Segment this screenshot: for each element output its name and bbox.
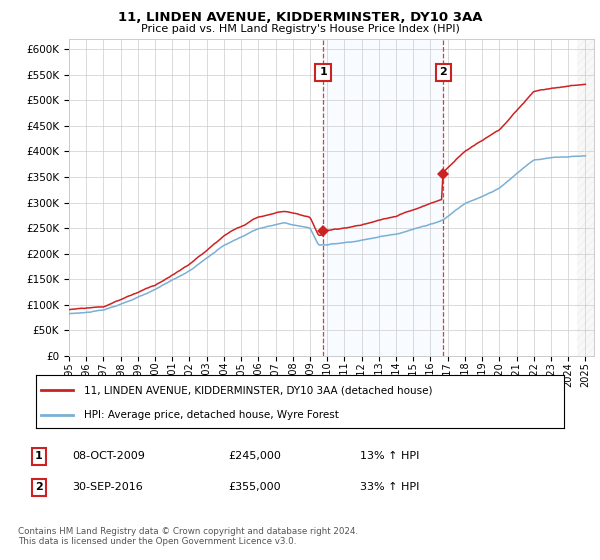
11, LINDEN AVENUE, KIDDERMINSTER, DY10 3AA (detached house) <box>128 291 136 298</box>
Bar <box>577 39 594 356</box>
11, LINDEN AVENUE, KIDDERMINSTER, DY10 3AA (detached house) <box>65 306 73 313</box>
Line: 11, LINDEN AVENUE, KIDDERMINSTER, DY10 3AA (detached house): 11, LINDEN AVENUE, KIDDERMINSTER, DY10 3… <box>69 85 586 310</box>
Text: 2: 2 <box>35 482 43 492</box>
11, LINDEN AVENUE, KIDDERMINSTER, DY10 3AA (detached house) <box>245 219 253 226</box>
Text: 1: 1 <box>35 451 43 461</box>
HPI: Average price, detached house, Wyre Forest: (2e+03, 2.15e+05): Average price, detached house, Wyre Fore… <box>220 243 227 250</box>
Text: 2: 2 <box>440 67 447 77</box>
Text: £245,000: £245,000 <box>228 451 281 461</box>
HPI: Average price, detached house, Wyre Forest: (2.02e+03, 3.89e+05): Average price, detached house, Wyre Fore… <box>553 154 560 161</box>
Text: Contains HM Land Registry data © Crown copyright and database right 2024.
This d: Contains HM Land Registry data © Crown c… <box>18 526 358 546</box>
Text: 30-SEP-2016: 30-SEP-2016 <box>72 482 143 492</box>
Text: £355,000: £355,000 <box>228 482 281 492</box>
HPI: Average price, detached house, Wyre Forest: (2e+03, 2.31e+05): Average price, detached house, Wyre Fore… <box>236 234 244 241</box>
HPI: Average price, detached house, Wyre Forest: (2e+03, 1.09e+05): Average price, detached house, Wyre Fore… <box>128 296 136 303</box>
Text: Price paid vs. HM Land Registry's House Price Index (HPI): Price paid vs. HM Land Registry's House … <box>140 24 460 34</box>
HPI: Average price, detached house, Wyre Forest: (2.01e+03, 2.55e+05): Average price, detached house, Wyre Fore… <box>291 222 298 228</box>
Text: 08-OCT-2009: 08-OCT-2009 <box>72 451 145 461</box>
Text: 1: 1 <box>319 67 327 77</box>
11, LINDEN AVENUE, KIDDERMINSTER, DY10 3AA (detached house) <box>291 210 298 217</box>
HPI: Average price, detached house, Wyre Forest: (2e+03, 8.2e+04): Average price, detached house, Wyre Fore… <box>65 310 73 317</box>
11, LINDEN AVENUE, KIDDERMINSTER, DY10 3AA (detached house) <box>220 234 227 240</box>
HPI: Average price, detached house, Wyre Forest: (2.02e+03, 3.91e+05): Average price, detached house, Wyre Fore… <box>579 152 586 159</box>
Text: HPI: Average price, detached house, Wyre Forest: HPI: Average price, detached house, Wyre… <box>83 410 338 420</box>
Line: HPI: Average price, detached house, Wyre Forest: HPI: Average price, detached house, Wyre… <box>69 156 586 314</box>
Text: 33% ↑ HPI: 33% ↑ HPI <box>360 482 419 492</box>
HPI: Average price, detached house, Wyre Forest: (2.02e+03, 3.91e+05): Average price, detached house, Wyre Fore… <box>582 152 589 159</box>
Text: 13% ↑ HPI: 13% ↑ HPI <box>360 451 419 461</box>
Text: 11, LINDEN AVENUE, KIDDERMINSTER, DY10 3AA: 11, LINDEN AVENUE, KIDDERMINSTER, DY10 3… <box>118 11 482 24</box>
11, LINDEN AVENUE, KIDDERMINSTER, DY10 3AA (detached house) <box>582 81 589 88</box>
11, LINDEN AVENUE, KIDDERMINSTER, DY10 3AA (detached house) <box>236 223 244 230</box>
HPI: Average price, detached house, Wyre Forest: (2.01e+03, 2.4e+05): Average price, detached house, Wyre Fore… <box>245 230 253 236</box>
Bar <box>323 39 443 356</box>
Text: 11, LINDEN AVENUE, KIDDERMINSTER, DY10 3AA (detached house): 11, LINDEN AVENUE, KIDDERMINSTER, DY10 3… <box>83 385 432 395</box>
11, LINDEN AVENUE, KIDDERMINSTER, DY10 3AA (detached house) <box>553 84 560 91</box>
